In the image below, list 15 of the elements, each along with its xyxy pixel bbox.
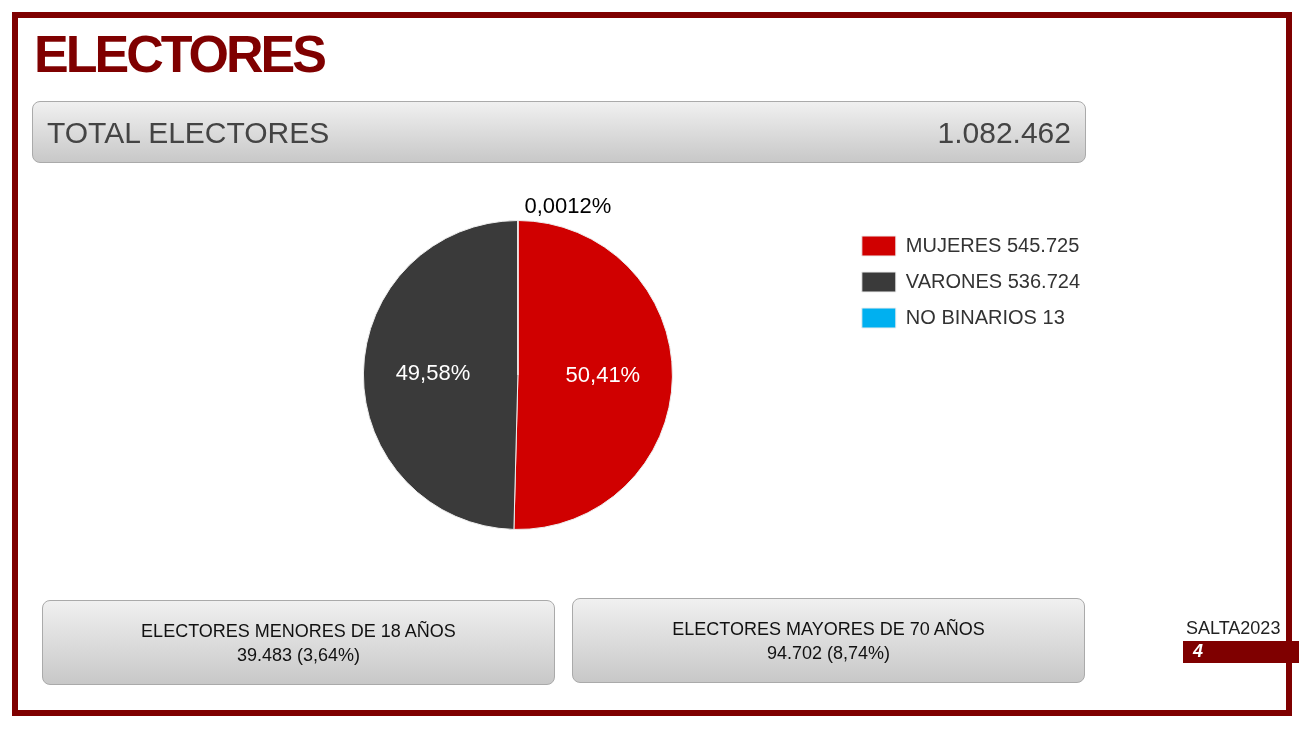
- text: SALTA2023: [1186, 618, 1281, 639]
- data-label: 49,58%: [395, 359, 471, 385]
- data-label: 50,41%: [565, 362, 641, 388]
- legend-label: NO BINARIOS 13: [905, 305, 1065, 328]
- text: 4: [1183, 641, 1299, 663]
- text: ELECTORES MENORES DE 18 AÑOS: [141, 619, 456, 643]
- text: 39.483 (3,64%): [236, 643, 361, 667]
- text: 1.082.462: [937, 116, 1071, 150]
- text: TOTAL ELECTORES: [47, 116, 330, 150]
- chart-title: ELECTORES: [34, 24, 324, 84]
- text: 94.702 (8,74%): [766, 641, 891, 665]
- legend-label: MUJERES 545.725: [905, 233, 1080, 256]
- text: ELECTORES MAYORES DE 70 AÑOS: [672, 617, 985, 641]
- legend-label: VARONES 536.724: [905, 269, 1080, 292]
- data-label: 0,0012%: [524, 192, 612, 218]
